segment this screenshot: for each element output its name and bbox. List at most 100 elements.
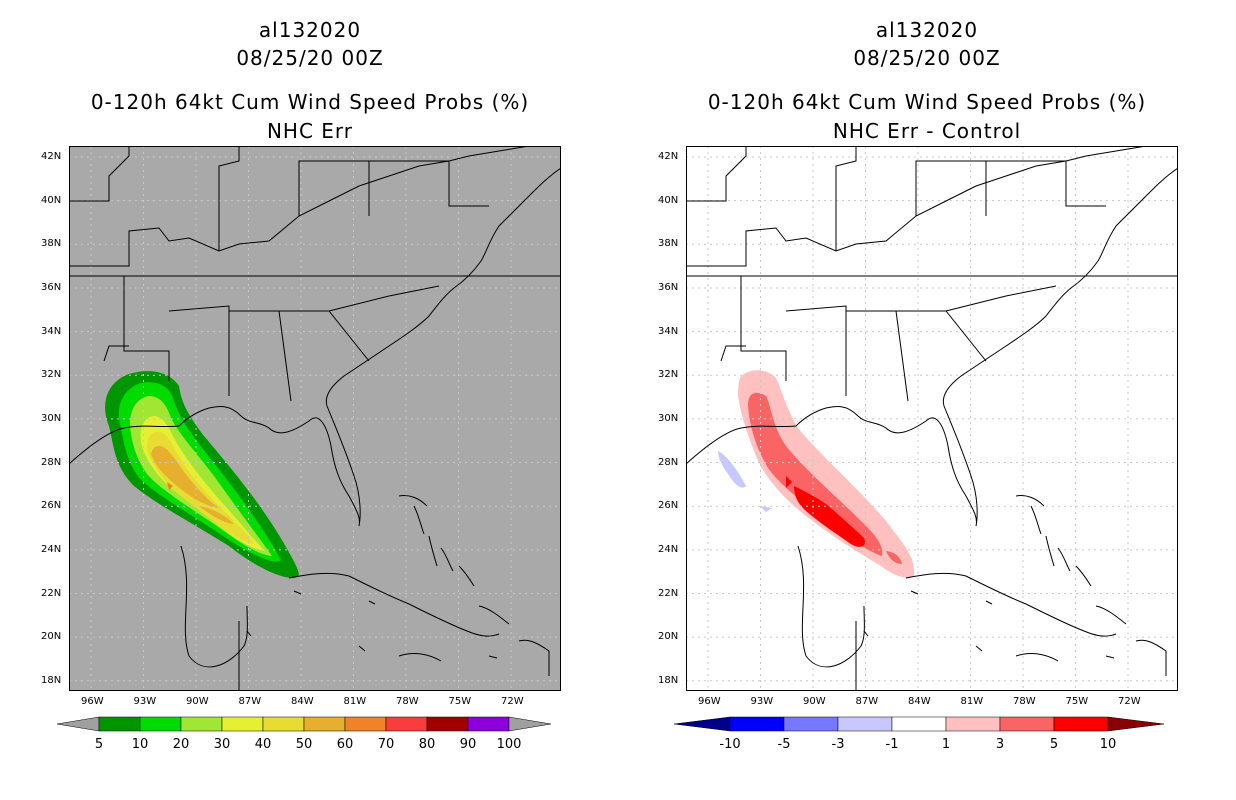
lat-tick-label: 30N (41, 412, 62, 424)
lat-tick-label: 26N (658, 500, 679, 512)
right-colorbar: -10 -5 -3 -1 1 3 5 10 (673, 716, 1165, 752)
colorbar-swatch (729, 716, 785, 732)
colorbar-label: 50 (296, 737, 313, 752)
lon-tick-label: 96W (698, 696, 721, 707)
colorbar-swatch (1053, 716, 1109, 732)
lon-tick-label: 78W (1013, 696, 1036, 707)
lat-tick-label: 38N (41, 238, 62, 250)
colorbar-swatch (426, 716, 469, 732)
colorbar-label: 1 (942, 737, 950, 752)
lat-tick-label: 30N (658, 412, 679, 424)
right-subtitle: NHC Err - Control (832, 119, 1022, 143)
lon-tick-label: 72W (501, 696, 524, 707)
colorbar-low-extend (56, 716, 100, 732)
colorbar-label: -5 (778, 737, 791, 752)
colorbar-label: 30 (214, 737, 231, 752)
colorbar-swatch (945, 716, 1001, 732)
lat-tick-label: 26N (41, 500, 62, 512)
lat-tick-label: 18N (658, 674, 679, 686)
lat-tick-label: 40N (658, 194, 679, 206)
right-grid (686, 146, 1178, 691)
colorbar-label: 5 (1050, 737, 1058, 752)
colorbar-swatch (999, 716, 1055, 732)
colorbar-swatch (303, 716, 346, 732)
colorbar-swatch (891, 716, 947, 732)
lon-tick-label: 87W (238, 696, 262, 707)
colorbar-swatch (221, 716, 264, 732)
left-storm-id: al132020 (258, 18, 362, 42)
colorbar-swatch (262, 716, 305, 732)
lon-tick-label: 87W (855, 696, 879, 707)
colorbar-label: 80 (419, 737, 436, 752)
lon-tick-label: 93W (133, 696, 157, 707)
right-product-title: 0-120h 64kt Cum Wind Speed Probs (%) (707, 90, 1147, 114)
lat-tick-label: 40N (41, 194, 62, 206)
lon-tick-label: 84W (291, 696, 314, 707)
left-grid (69, 146, 561, 691)
colorbar-label: 60 (337, 737, 354, 752)
colorbar-swatch (344, 716, 387, 732)
colorbar-low-extend (673, 716, 731, 732)
left-map (69, 146, 561, 691)
lon-tick-label: 81W (343, 696, 367, 707)
lat-tick-label: 42N (658, 151, 679, 162)
colorbar-label: 40 (255, 737, 272, 752)
lon-tick-label: 75W (1065, 696, 1089, 707)
lon-tick-label: 75W (448, 696, 472, 707)
colorbar-label: 90 (460, 737, 477, 752)
lat-tick-label: 24N (41, 543, 62, 555)
colorbar-label: 100 (497, 737, 522, 752)
lat-tick-label: 34N (658, 325, 679, 337)
colorbar-label: -1 (886, 737, 899, 752)
left-product-title: 0-120h 64kt Cum Wind Speed Probs (%) (90, 90, 530, 114)
right-coastlines (686, 146, 1178, 691)
colorbar-label: -10 (719, 737, 740, 752)
lat-tick-label: 28N (41, 456, 62, 468)
lat-tick-label: 42N (41, 151, 62, 162)
colorbar-high-extend (508, 716, 552, 732)
colorbar-swatch (139, 716, 182, 732)
left-datetime: 08/25/20 00Z (236, 46, 384, 70)
lat-tick-label: 20N (41, 631, 62, 643)
lat-tick-label: 32N (658, 369, 679, 381)
lat-tick-label: 22N (41, 587, 62, 599)
lon-tick-label: 72W (1118, 696, 1141, 707)
colorbar-high-extend (1107, 716, 1165, 732)
left-coastlines (69, 146, 561, 691)
colorbar-label: 70 (378, 737, 395, 752)
left-colorbar: 5 10 20 30 40 50 60 70 80 90 100 (56, 716, 552, 752)
lat-tick-label: 36N (658, 281, 679, 293)
lon-tick-label: 96W (81, 696, 104, 707)
colorbar-swatch (837, 716, 893, 732)
colorbar-swatch (467, 716, 510, 732)
colorbar-label: 10 (132, 737, 149, 752)
right-storm-id: al132020 (875, 18, 979, 42)
probability-swath (105, 371, 299, 578)
lon-tick-label: 93W (750, 696, 774, 707)
lat-tick-label: 36N (41, 281, 62, 293)
colorbar-swatch (98, 716, 141, 732)
lat-tick-label: 20N (658, 631, 679, 643)
colorbar-label: 20 (173, 737, 190, 752)
lat-tick-label: 28N (658, 456, 679, 468)
right-map (686, 146, 1178, 691)
lat-tick-label: 18N (41, 674, 62, 686)
difference-field (718, 370, 915, 578)
colorbar-swatch (385, 716, 428, 732)
colorbar-label: 10 (1100, 737, 1117, 752)
lat-tick-label: 24N (658, 543, 679, 555)
lon-tick-label: 90W (803, 696, 826, 707)
lat-tick-label: 22N (658, 587, 679, 599)
colorbar-label: 5 (95, 737, 103, 752)
lat-tick-label: 38N (658, 238, 679, 250)
colorbar-label: 3 (996, 737, 1004, 752)
lat-tick-label: 34N (41, 325, 62, 337)
lon-tick-label: 81W (960, 696, 984, 707)
colorbar-swatch (180, 716, 223, 732)
left-subtitle: NHC Err (266, 119, 354, 143)
colorbar-label: -3 (832, 737, 845, 752)
right-datetime: 08/25/20 00Z (853, 46, 1001, 70)
lat-tick-label: 32N (41, 369, 62, 381)
lon-tick-label: 78W (396, 696, 419, 707)
lon-tick-label: 84W (908, 696, 931, 707)
